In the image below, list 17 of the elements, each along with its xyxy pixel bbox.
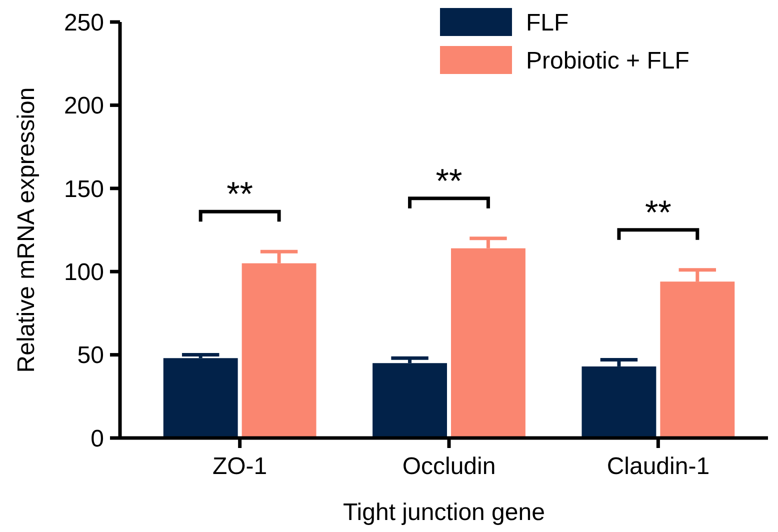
x-tick-label: Occludin <box>402 453 496 480</box>
y-axis-title: Relative mRNA expression <box>13 87 40 373</box>
annotation: ** <box>436 162 462 200</box>
y-tick-label: 100 <box>64 259 104 286</box>
y-tick-label: 250 <box>64 9 104 36</box>
legend-label: Probiotic + FLF <box>526 47 690 74</box>
annotation: ** <box>644 194 672 232</box>
bar <box>372 363 447 438</box>
x-tick-label: Claudin-1 <box>606 453 710 480</box>
annotation: ** <box>226 176 254 214</box>
y-tick-label: 50 <box>77 342 104 370</box>
legend-label: FLF <box>526 9 569 36</box>
y-tick-label: 200 <box>64 92 104 120</box>
x-tick-label: ZO-1 <box>212 453 268 480</box>
y-tick-label: 150 <box>64 176 104 203</box>
x-axis-title: Tight junction gene <box>343 499 545 526</box>
y-tick-label: 0 <box>90 425 104 452</box>
